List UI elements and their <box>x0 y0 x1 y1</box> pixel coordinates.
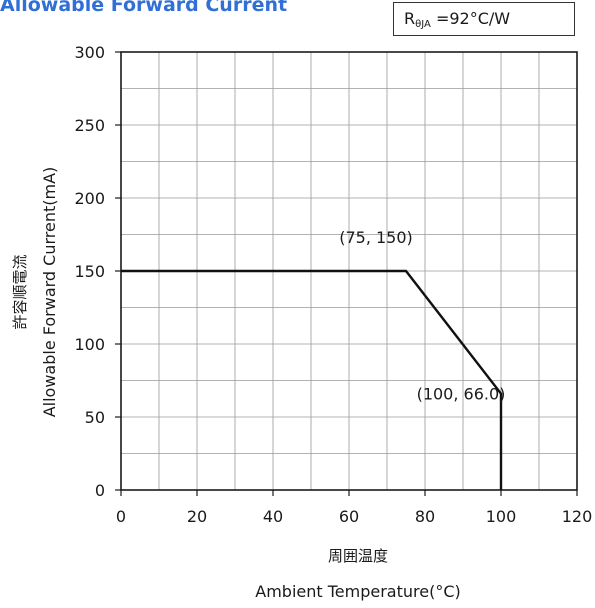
y-tick-label: 150 <box>74 262 105 281</box>
x-axis-label: Ambient Temperature(°C) <box>255 582 460 601</box>
y-axis-label-jp: 許容順電流 <box>11 254 29 329</box>
derating-curve <box>121 269 503 490</box>
axis-ticks: 0 20 40 60 80 100 120 0 50 100 150 200 250 300 <box>74 43 592 526</box>
x-tick-label: 20 <box>187 507 207 526</box>
x-tick-label: 120 <box>562 507 593 526</box>
annotations: (75, 150) (100, 66.0) <box>339 228 505 404</box>
x-tick-label: 0 <box>116 507 126 526</box>
x-tick-label: 100 <box>486 507 517 526</box>
x-axis-label-jp: 周囲温度 <box>328 547 388 565</box>
x-tick-label: 40 <box>263 507 283 526</box>
y-tick-label: 100 <box>74 335 105 354</box>
series <box>121 269 503 490</box>
y-tick-label: 50 <box>85 408 105 427</box>
point-annotation: (100, 66.0) <box>417 385 506 404</box>
rtheta-subscript: θJA <box>415 19 431 30</box>
x-tick-label: 80 <box>415 507 435 526</box>
y-tick-label: 200 <box>74 189 105 208</box>
y-tick-label: 300 <box>74 43 105 62</box>
thermal-resistance-box: RθJA =92°C/W <box>393 2 575 36</box>
rtheta-value: =92°C/W <box>430 9 511 28</box>
chart-title: Allowable Forward Current <box>0 0 288 16</box>
y-axis-label: Allowable Forward Current(mA) <box>40 167 59 418</box>
y-tick-label: 250 <box>74 116 105 135</box>
rtheta-symbol: R <box>404 9 416 28</box>
y-tick-label: 0 <box>95 481 105 500</box>
point-annotation: (75, 150) <box>339 228 413 247</box>
x-tick-label: 60 <box>339 507 359 526</box>
